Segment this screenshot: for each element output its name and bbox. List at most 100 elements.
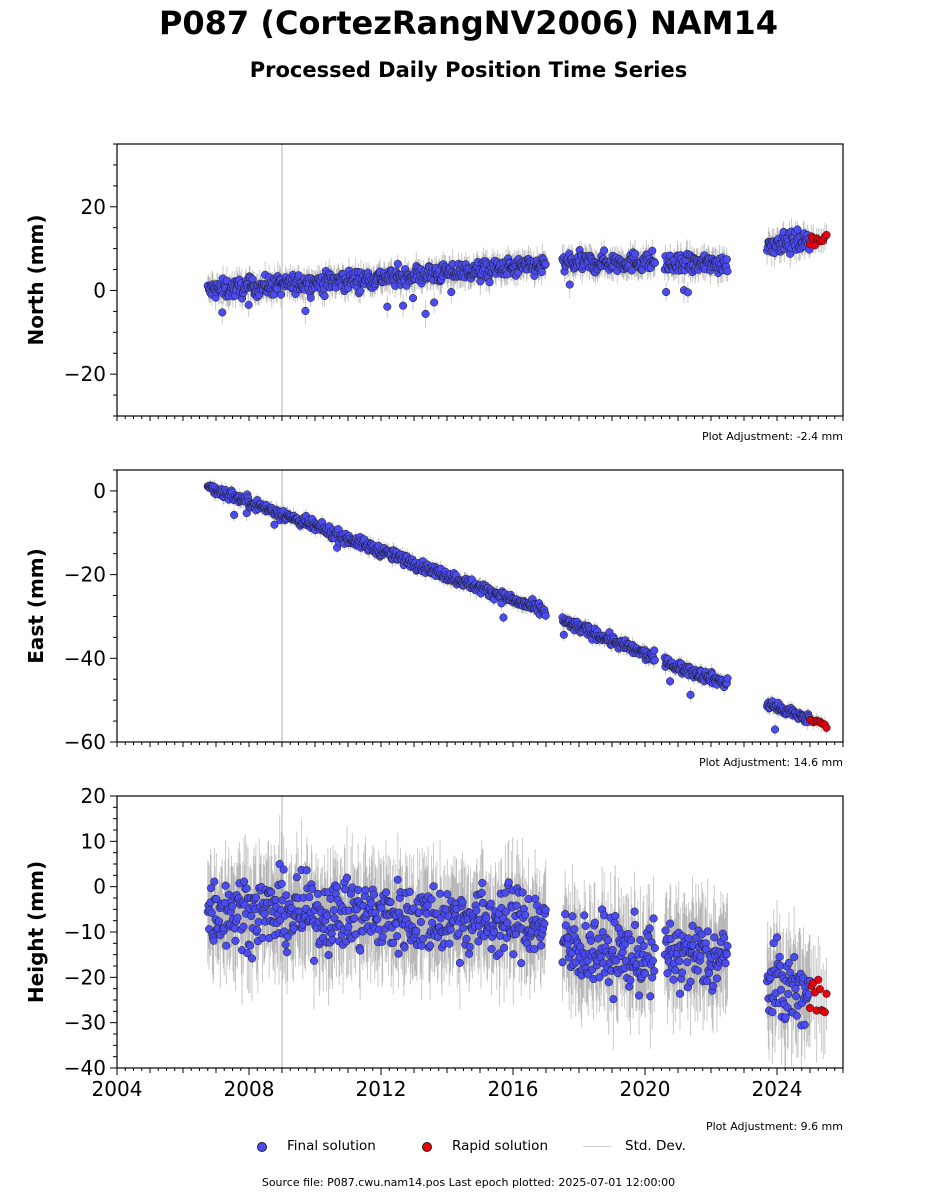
final-solution-point bbox=[370, 890, 379, 899]
final-solution-point bbox=[209, 936, 218, 945]
final-solution-point bbox=[367, 899, 376, 908]
final-solution-point bbox=[222, 941, 231, 950]
final-solution-point bbox=[270, 520, 279, 529]
final-solution-point bbox=[770, 725, 780, 734]
final-solution-point bbox=[683, 288, 692, 297]
final-solution-point bbox=[485, 278, 494, 287]
final-solution-point bbox=[231, 936, 240, 945]
final-solution-point bbox=[240, 877, 249, 886]
final-solution-point bbox=[537, 268, 546, 277]
final-solution-point bbox=[253, 926, 262, 935]
final-solution-point bbox=[333, 883, 342, 892]
final-solution-point bbox=[350, 914, 359, 923]
final-solution-point bbox=[474, 937, 483, 946]
final-solution-point bbox=[292, 873, 301, 882]
final-solution-point bbox=[320, 292, 329, 301]
final-solution-point bbox=[650, 258, 659, 267]
final-solution-point bbox=[631, 249, 640, 258]
final-solution-point bbox=[405, 887, 414, 896]
final-solution-point bbox=[580, 911, 589, 920]
final-solution-point bbox=[512, 901, 521, 910]
final-solution-point bbox=[486, 899, 495, 908]
final-solution-point bbox=[281, 940, 290, 949]
final-solution-point bbox=[509, 950, 518, 959]
final-solution-point bbox=[426, 941, 435, 950]
final-solution-point bbox=[267, 888, 276, 897]
final-solution-point bbox=[247, 954, 257, 963]
final-solution-point bbox=[230, 510, 239, 519]
final-solution-point bbox=[302, 866, 311, 875]
final-solution-point bbox=[482, 914, 491, 923]
east-points bbox=[203, 481, 831, 734]
final-solution-point bbox=[275, 860, 284, 869]
final-solution-point bbox=[386, 898, 395, 907]
final-solution-point bbox=[289, 924, 298, 933]
chart-title: P087 (CortezRangNV2006) NAM14 bbox=[158, 4, 779, 42]
final-solution-point bbox=[518, 888, 527, 897]
final-solution-point bbox=[561, 921, 570, 930]
final-solution-point bbox=[443, 890, 452, 899]
final-solution-point bbox=[328, 935, 337, 944]
final-solution-point bbox=[472, 906, 481, 915]
east-panel: −60 −40 −20 0 East (mm) Plot Adjustment: 14.6… bbox=[24, 469, 844, 769]
height-points bbox=[203, 860, 831, 1030]
final-solution-point bbox=[329, 906, 338, 915]
y-tick-label: −20 bbox=[64, 563, 106, 587]
final-solution-point bbox=[330, 914, 339, 923]
final-solution-point bbox=[305, 893, 314, 902]
final-solution-point bbox=[418, 934, 427, 943]
final-solution-point bbox=[373, 915, 382, 924]
final-solution-point bbox=[723, 674, 732, 683]
final-solution-point bbox=[309, 956, 319, 965]
north-data bbox=[203, 144, 831, 416]
final-solution-point bbox=[282, 891, 291, 900]
final-solution-point bbox=[521, 910, 530, 920]
final-solution-point bbox=[306, 293, 315, 302]
final-solution-point bbox=[559, 630, 568, 639]
final-solution-point bbox=[630, 907, 639, 916]
final-solution-point bbox=[378, 932, 387, 941]
final-solution-point bbox=[400, 943, 409, 952]
final-solution-point bbox=[436, 889, 445, 898]
final-solution-point bbox=[423, 901, 432, 910]
final-solution-point bbox=[793, 225, 802, 234]
final-solution-point bbox=[260, 910, 269, 919]
final-solution-point bbox=[540, 919, 549, 928]
final-solution-point bbox=[581, 921, 590, 930]
final-solution-point bbox=[239, 922, 248, 931]
final-solution-point bbox=[207, 884, 216, 893]
final-solution-point bbox=[609, 995, 618, 1004]
final-solution-point bbox=[313, 889, 323, 898]
final-solution-point bbox=[233, 913, 242, 922]
final-solution-point bbox=[445, 939, 454, 948]
north-y-axis-label: North (mm) bbox=[24, 214, 48, 345]
final-solution-point bbox=[458, 898, 467, 907]
east-plot-frame bbox=[116, 469, 844, 743]
y-tick-label: 0 bbox=[93, 278, 106, 302]
final-solution-point bbox=[301, 306, 310, 316]
final-solution-point bbox=[517, 959, 526, 968]
final-solution-point bbox=[245, 941, 255, 950]
final-solution-point bbox=[465, 949, 474, 958]
north-plot-adjustment: Plot Adjustment: -2.4 mm bbox=[702, 430, 843, 443]
final-solution-point bbox=[503, 918, 512, 927]
y-tick-label: −20 bbox=[64, 362, 106, 386]
height-std-dev-bars bbox=[207, 815, 827, 1068]
final-solution-point bbox=[465, 942, 474, 951]
final-solution-point bbox=[477, 888, 486, 897]
final-solution-point bbox=[487, 944, 496, 954]
final-solution-point bbox=[686, 690, 695, 699]
final-solution-point bbox=[221, 881, 230, 890]
final-solution-point bbox=[499, 613, 508, 622]
final-solution-point bbox=[214, 917, 224, 926]
final-solution-point bbox=[277, 879, 286, 888]
final-solution-point bbox=[662, 287, 671, 297]
final-solution-point bbox=[408, 293, 418, 303]
final-solution-point bbox=[501, 888, 510, 897]
final-solution-point bbox=[251, 893, 260, 902]
final-solution-point bbox=[541, 260, 550, 269]
final-solution-point bbox=[459, 924, 468, 933]
final-solution-point bbox=[429, 882, 438, 891]
final-solution-point bbox=[394, 949, 403, 958]
